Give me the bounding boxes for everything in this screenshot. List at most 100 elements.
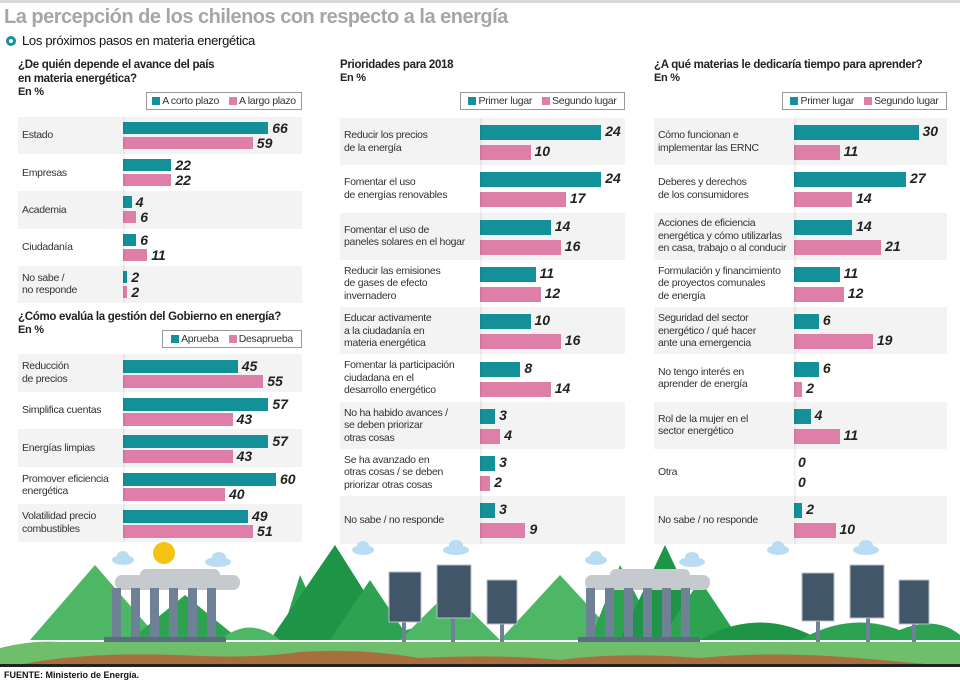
legend-item: Desaprueba — [228, 333, 293, 345]
chart-row: Reducir las emisiones de gases de efecto i… — [340, 260, 625, 307]
category-label: Empresas — [22, 167, 67, 180]
category-label-line: Fomentar la participación — [344, 359, 455, 372]
value-label: 10 — [534, 143, 551, 159]
bar-series2 — [480, 192, 566, 208]
value-label: 27 — [910, 170, 926, 187]
bar-series2 — [123, 525, 254, 538]
chart-row: Fomentar el uso de energías renovables — [340, 165, 625, 212]
sun-icon — [153, 542, 175, 564]
baseline-shadow — [794, 118, 797, 544]
chart-row: Empresas — [18, 154, 302, 191]
value-label: 57 — [272, 395, 288, 412]
value-label: 21 — [885, 237, 901, 254]
legend-label: Segundo lugar — [874, 95, 939, 107]
legend-swatch — [229, 97, 237, 105]
bar-series2 — [794, 428, 840, 444]
category-label-line: de los consumidores — [658, 188, 749, 201]
category-label-line: priorizar otras cosas — [344, 478, 433, 491]
legend-label: Aprueba — [181, 333, 219, 345]
chart-row: Otra — [654, 449, 947, 496]
baseline-shadow — [123, 117, 126, 303]
value-label: 6 — [822, 312, 831, 329]
category-label: No sabe / no responde — [658, 514, 758, 527]
value-label: 2 — [131, 268, 140, 285]
legend-item: Segundo lugar — [864, 95, 939, 107]
category-label: Otra — [658, 466, 678, 479]
category-label: Energías limpias — [22, 442, 95, 455]
value-label: 14 — [856, 190, 872, 207]
value-label: 12 — [847, 284, 864, 301]
legend-label: Primer lugar — [478, 95, 533, 107]
category-label-line: paneles solares en el hogar — [344, 236, 465, 249]
bar-series1 — [123, 510, 248, 523]
value-label: 17 — [569, 190, 586, 207]
legend-item: Aprueba — [171, 333, 219, 345]
legend-swatch — [228, 335, 237, 343]
section-subtitle: Los próximos pasos en materia energética — [6, 33, 255, 48]
value-label: 14 — [554, 217, 571, 234]
chart-row: Deberes y derechos de los consumidores — [654, 165, 947, 212]
category-label: Estado — [22, 129, 53, 142]
chart-row: Fomentar el uso de paneles solares en el … — [340, 212, 625, 260]
bar-series2 — [794, 286, 844, 302]
category-label-line: Formulación y financimiento — [658, 264, 781, 277]
chart-title-line: ¿A qué materias le dedicaría tiempo para… — [654, 59, 923, 71]
bar-series1 — [480, 172, 602, 188]
value-label: 66 — [272, 120, 288, 136]
value-label: 22 — [175, 157, 191, 174]
category-label-line: aprender de energía — [658, 378, 748, 391]
chart-title: ¿Cómo evalúa la gestión del Gobierno en … — [18, 310, 281, 337]
bar-series1 — [794, 361, 819, 377]
value-label: 11 — [843, 143, 859, 159]
category-label-line: Ciudadanía — [22, 240, 73, 253]
value-label: 2 — [131, 283, 140, 300]
value-label: 57 — [272, 433, 288, 449]
bar-series2 — [794, 239, 882, 255]
bar-series1 — [480, 314, 531, 330]
bar-series2 — [480, 428, 501, 444]
bar-series1 — [794, 266, 840, 282]
bar-series2 — [123, 412, 233, 426]
category-label: Academia — [22, 204, 67, 217]
value-label: 3 — [499, 454, 507, 471]
category-label: Promover eficiencia energética — [22, 473, 109, 498]
chart-title: Prioridades para 2018 En % — [340, 58, 454, 85]
bar-series1 — [123, 435, 269, 448]
value-label: 10 — [839, 521, 856, 538]
category-label-line: Cómo funcionan e — [658, 129, 739, 142]
bar-series2 — [123, 285, 128, 298]
category-label-line: Se ha avanzado en — [344, 453, 430, 466]
legend-item: Primer lugar — [790, 95, 854, 107]
category-label-line: sector energético — [658, 425, 734, 438]
category-label-line: Simplifica cuentas — [22, 404, 102, 416]
bar-series2 — [123, 211, 137, 224]
legend-label: Segundo lugar — [552, 95, 617, 107]
legend-swatch — [864, 97, 873, 105]
value-label: 2 — [806, 379, 815, 396]
chart-title-line: ¿Cómo evalúa la gestión del Gobierno en … — [18, 311, 281, 323]
chart-row: Formulación y financimiento de proyectos … — [654, 260, 947, 307]
chart-title: ¿De quién depende el avance del país en m… — [18, 58, 215, 99]
chart-legend: Primer lugar Segundo lugar — [460, 92, 625, 110]
chart-row: No sabe / no responde — [18, 265, 302, 303]
category-label-line: Promover eficiencia — [22, 472, 109, 485]
category-label-line: Seguridad del sector — [658, 312, 749, 325]
category-label: No tengo interés en aprender de energía — [658, 365, 748, 391]
cloud-icon — [112, 540, 879, 567]
bar-series1 — [480, 503, 496, 519]
category-label-line: energético / qué hacer — [658, 324, 756, 337]
category-label: Formulación y financimiento de proyectos … — [658, 265, 781, 303]
legend-item: Segundo lugar — [542, 95, 617, 107]
legend-label: Primer lugar — [800, 95, 855, 107]
baseline-shadow — [480, 118, 483, 544]
section-subtitle-text: Los próximos pasos en materia energética — [22, 33, 255, 48]
chart-row: No tengo interés en aprender de energía — [654, 355, 947, 402]
chart-unit: En % — [18, 324, 44, 336]
category-label-line: Fomentar el uso — [344, 176, 416, 189]
bar-series2 — [794, 334, 873, 350]
category-label-line: Educar activamente — [344, 312, 432, 325]
chart-row: Simplifica cuentas — [18, 392, 302, 430]
chart-row: Academia — [18, 191, 302, 229]
category-label-line: No tengo interés en — [658, 365, 744, 378]
category-label-line: Empresas — [22, 166, 67, 179]
